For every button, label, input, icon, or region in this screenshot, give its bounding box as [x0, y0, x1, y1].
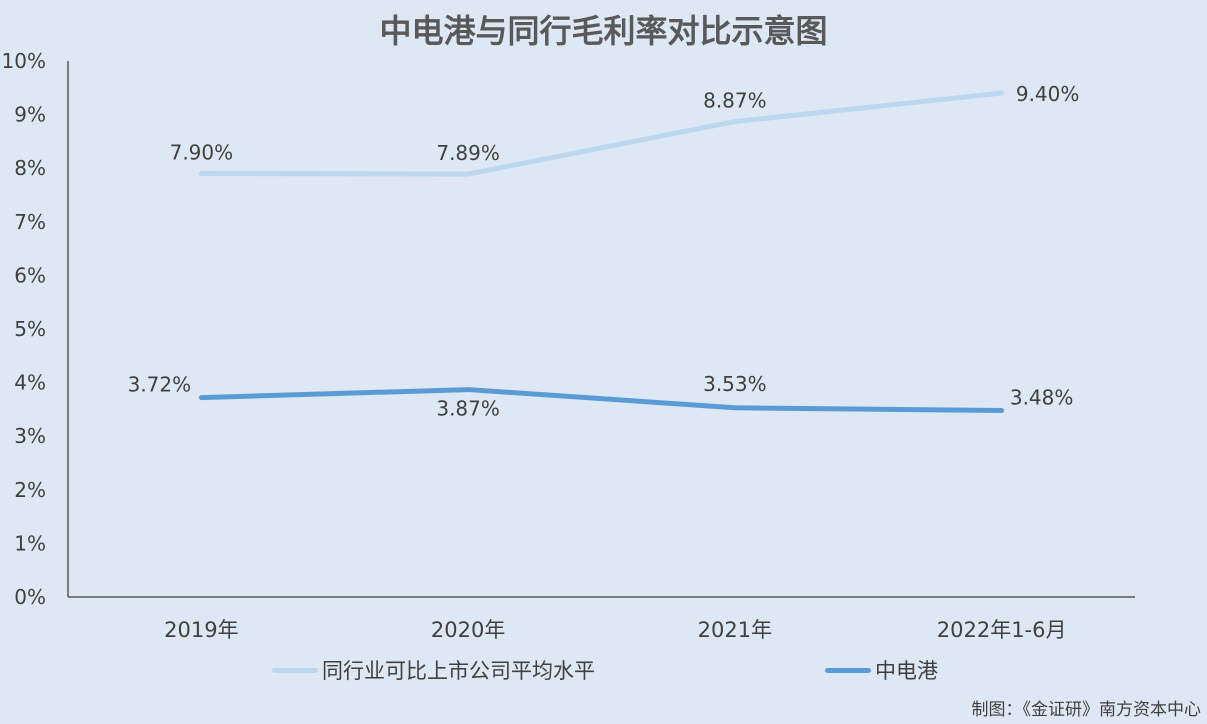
legend-item-peers: 同行业可比上市公司平均水平	[272, 655, 595, 685]
x-tick-label: 2020年	[431, 618, 505, 642]
data-label: 3.48%	[1010, 385, 1074, 409]
legend-label-peers: 同行业可比上市公司平均水平	[322, 659, 595, 683]
legend-swatch-peers	[272, 667, 318, 673]
y-tick-label: 3%	[14, 424, 46, 448]
x-tick-label: 2021年	[698, 618, 772, 642]
y-tick-label: 2%	[14, 478, 46, 502]
y-tick-label: 10%	[2, 49, 46, 73]
y-tick-label: 7%	[14, 210, 46, 234]
legend-item-company: 中电港	[825, 655, 938, 685]
y-tick-label: 1%	[14, 531, 46, 555]
y-tick-label: 6%	[14, 263, 46, 287]
data-label: 7.90%	[170, 141, 234, 165]
chart-title: 中电港与同行毛利率对比示意图	[379, 12, 828, 50]
y-tick-label: 9%	[14, 103, 46, 127]
y-tick-label: 4%	[14, 371, 46, 395]
data-label: 3.72%	[128, 373, 192, 397]
chart-credit: 制图：《金证研》南方资本中心	[971, 700, 1202, 720]
company-line	[198, 387, 1005, 413]
data-label: 3.53%	[703, 372, 767, 396]
data-label: 7.89%	[436, 141, 500, 165]
y-tick-label: 0%	[14, 585, 46, 609]
data-label: 3.87%	[436, 397, 500, 421]
legend-label-company: 中电港	[875, 659, 938, 683]
data-label: 9.40%	[1016, 82, 1080, 106]
y-tick-label: 8%	[14, 156, 46, 180]
x-tick-label: 2019年	[164, 618, 238, 642]
legend-swatch-company	[825, 667, 871, 673]
x-tick-label: 2022年1-6月	[937, 618, 1067, 642]
legend: 同行业可比上市公司平均水平 中电港	[0, 655, 1207, 685]
peer-average-line	[198, 90, 1005, 177]
data-label: 8.87%	[703, 89, 767, 113]
y-tick-label: 5%	[14, 317, 46, 341]
